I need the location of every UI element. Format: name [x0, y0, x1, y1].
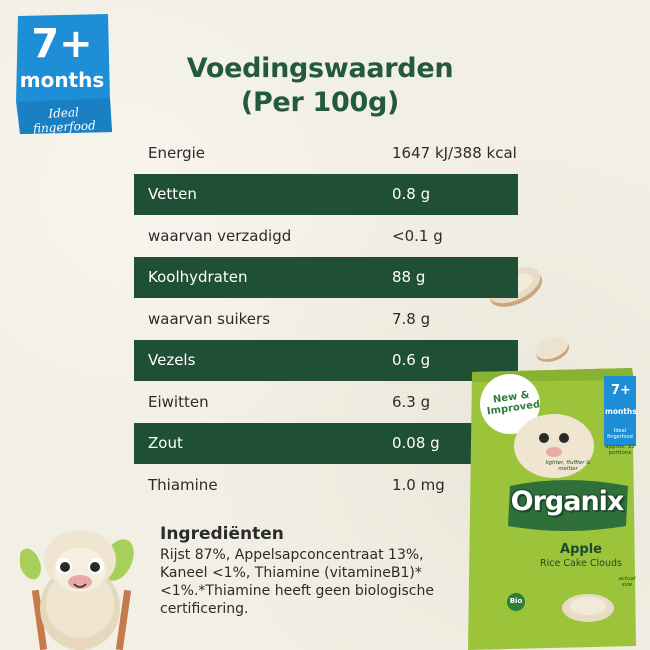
pack-age-number: 7+ — [611, 383, 631, 398]
nutrient-name: Zout — [148, 434, 183, 453]
table-row: waarvan suikers 7.8 g — [134, 298, 518, 340]
pack-product-name: Rice Cake Clouds — [540, 558, 622, 569]
pack-texture-claim: lighter, fluffier & meltier — [545, 460, 591, 472]
page-title: Voedingswaarden (Per 100g) — [180, 52, 460, 120]
nutrient-name: Vezels — [148, 351, 196, 370]
nutrient-value: 6.3 g — [392, 392, 431, 411]
nutrient-name: waarvan suikers — [148, 309, 271, 328]
product-pack: New & Improved 7+ months Ideal fingerfoo… — [466, 366, 638, 650]
nutrient-value: 0.6 g — [392, 351, 431, 370]
nutrient-value: 88 g — [392, 268, 426, 287]
nutrient-name: Koolhydraten — [148, 268, 248, 287]
nutrient-name: Thiamine — [148, 475, 218, 494]
age-badge-tagline: Ideal fingerfood — [32, 105, 97, 136]
table-row: Eiwitten 6.3 g — [134, 381, 518, 423]
pack-bio-badge: Bio — [509, 597, 523, 605]
table-row: Koolhydraten 88 g — [134, 256, 518, 298]
table-row: Thiamine 1.0 mg — [134, 464, 518, 506]
pack-age-unit: months — [605, 407, 637, 416]
nutrient-value: 0.8 g — [392, 185, 431, 204]
lamb-mascot-icon — [20, 530, 134, 650]
nutrient-name: Energie — [148, 143, 206, 162]
table-row: Energie 1647 kJ/388 kcal — [134, 132, 518, 174]
pack-actual-size: actual size — [618, 576, 636, 588]
nutrient-name: waarvan verzadigd — [148, 226, 292, 245]
pack-age-tagline: Ideal fingerfood — [607, 428, 633, 440]
nutrition-table: Energie 1647 kJ/388 kcal Vetten 0.8 g wa… — [134, 132, 518, 506]
page-title-line2: (Per 100g) — [240, 87, 400, 118]
ingredients-heading: Ingrediënten — [160, 524, 284, 544]
table-row: waarvan verzadigd <0.1 g — [134, 215, 518, 257]
page-title-line1: Voedingswaarden — [186, 53, 454, 84]
table-row: Vetten 0.8 g — [134, 173, 518, 215]
age-badge-unit: months — [19, 68, 105, 92]
pack-portions: approx. 10 portions — [605, 444, 635, 456]
age-badge: 7+ months Ideal fingerfood — [14, 14, 112, 136]
nutrient-name: Vetten — [148, 185, 197, 204]
pack-brand-logo: Organix — [510, 486, 625, 517]
nutrient-value: 1647 kJ/388 kcal — [392, 143, 517, 162]
ingredients-text: Rijst 87%, Appelsapconcentraat 13%, Kane… — [160, 547, 434, 617]
table-row: Zout 0.08 g — [134, 422, 518, 464]
rice-cake-crumb-icon — [535, 337, 570, 362]
nutrient-value: 0.08 g — [392, 434, 440, 453]
pack-shape — [468, 368, 636, 650]
nutrient-value: 1.0 mg — [392, 475, 445, 494]
age-badge-number: 7+ — [31, 21, 93, 67]
age-badge-shape — [16, 14, 112, 134]
table-row: Vezels 0.6 g — [134, 339, 518, 381]
nutrient-name: Eiwitten — [148, 392, 209, 411]
nutrient-value: <0.1 g — [392, 226, 443, 245]
pack-flavour: Apple — [560, 542, 602, 557]
nutrient-value: 7.8 g — [392, 309, 431, 328]
